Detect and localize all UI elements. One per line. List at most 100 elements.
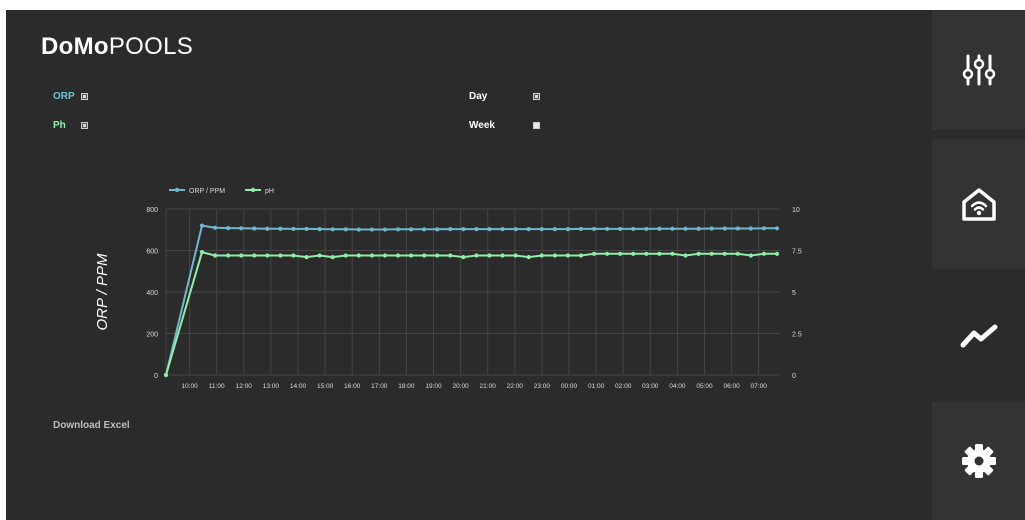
series-point-ph [722, 251, 727, 256]
sidebar-item-home[interactable] [932, 139, 1025, 269]
series-point-orp [330, 227, 335, 232]
x-tick-label: 05:00 [696, 383, 713, 390]
series-point-orp [199, 223, 205, 228]
download-excel-link[interactable]: Download Excel [53, 420, 130, 431]
series-point-orp [212, 225, 218, 230]
series-point-orp [408, 227, 414, 232]
series-point-orp [239, 226, 244, 231]
series-point-orp [591, 226, 597, 232]
series-point-ph [382, 253, 388, 258]
series-point-orp [252, 226, 257, 231]
y-left-tick-label: 800 [146, 207, 158, 214]
series-point-ph [212, 253, 218, 258]
x-tick-label: 13:00 [263, 383, 280, 390]
series-point-orp [422, 227, 427, 232]
series-line-orp [165, 224, 777, 376]
sidebar-item-controls[interactable] [932, 10, 1025, 130]
series-point-orp [343, 227, 348, 232]
legend-swatch-dot [174, 187, 180, 193]
series-point-ph [422, 253, 427, 258]
series-point-orp [657, 226, 662, 231]
series-point-orp [605, 226, 610, 232]
sliders-icon [962, 54, 995, 86]
series-point-ph [591, 251, 597, 256]
series-point-ph [461, 255, 466, 260]
ph-toggle[interactable]: Ph [53, 120, 88, 131]
series-point-ph [618, 251, 623, 256]
series-point-orp [278, 226, 283, 231]
brand-light: POOLS [108, 33, 194, 60]
series-point-orp [487, 227, 492, 232]
trend-line-icon [960, 324, 997, 347]
week-checkbox[interactable] [533, 122, 540, 129]
ph-checkbox[interactable] [81, 122, 88, 129]
series-point-orp [513, 227, 518, 232]
x-tick-label: 11:00 [209, 383, 225, 390]
y-right-tick-label: 7.5 [792, 249, 802, 256]
week-toggle[interactable]: Week [469, 120, 540, 131]
series-point-orp [565, 227, 571, 232]
series-point-orp [291, 226, 296, 232]
day-toggle[interactable]: Day [469, 91, 540, 102]
series-point-orp [774, 226, 780, 231]
series-point-orp [304, 226, 309, 232]
series-point-orp [526, 227, 531, 232]
sidebar-item-charts[interactable] [932, 269, 1025, 402]
series-point-orp [539, 227, 544, 232]
series-point-ph [565, 253, 571, 258]
series-point-ph [317, 253, 322, 258]
day-checkbox[interactable] [533, 93, 540, 100]
series-point-ph [474, 253, 479, 258]
y-left-tick-label: 0 [154, 373, 158, 380]
series-point-ph [252, 253, 257, 258]
series-point-ph [539, 253, 544, 258]
sidebar-item-settings[interactable] [932, 402, 1025, 520]
y-right-tick-label: 5 [792, 290, 796, 297]
x-tick-label: 00:00 [561, 383, 578, 390]
x-tick-label: 18:00 [398, 383, 415, 390]
series-point-ph [670, 251, 675, 256]
orp-toggle-label: ORP [53, 91, 75, 102]
x-tick-label: 22:00 [507, 383, 524, 390]
series-point-orp [500, 227, 505, 232]
series-point-ph [330, 255, 335, 260]
series-point-ph [735, 251, 740, 256]
brand-logo: DoMoPOOLS [41, 33, 193, 61]
series-point-ph [748, 253, 753, 258]
series-point-orp [670, 226, 675, 231]
series-point-orp [618, 226, 623, 232]
week-toggle-label: Week [469, 120, 495, 131]
orp-toggle[interactable]: ORP [53, 91, 88, 102]
series-point-ph [163, 372, 169, 378]
orp-checkbox[interactable] [81, 93, 88, 100]
series-point-orp [578, 226, 584, 232]
series-point-ph [448, 253, 453, 258]
y-left-tick-label: 200 [146, 332, 158, 339]
app-screen: DoMoPOOLS ORP Ph Day Week 0 200 400 600 800 0… [6, 10, 1025, 520]
x-tick-label: 02:00 [615, 383, 632, 390]
series-point-ph [435, 253, 440, 258]
series-point-ph [278, 253, 283, 258]
gear-icon [961, 444, 996, 478]
series-point-orp [435, 227, 440, 232]
y-right-tick-label: 2.5 [792, 332, 802, 339]
y-right-tick-label: 10 [792, 207, 800, 214]
series-point-orp [761, 226, 767, 231]
series-point-orp [356, 227, 361, 232]
series-point-orp [748, 226, 753, 231]
series-point-ph [239, 253, 244, 258]
x-tick-label: 21:00 [480, 383, 497, 390]
series-point-orp [395, 227, 401, 232]
series-point-orp [735, 226, 740, 231]
x-tick-label: 14:00 [290, 383, 307, 390]
orp-ph-line-chart: 0 200 400 600 800 0 2.5 5 7.5 10 10:00 11:00 12:00 13… [94, 187, 802, 390]
series-point-ph [408, 253, 414, 258]
x-tick-label: 16:00 [344, 383, 361, 390]
series-point-ph [605, 251, 610, 256]
series-point-orp [448, 227, 453, 232]
series-point-ph [500, 253, 505, 258]
x-tick-label: 07:00 [751, 383, 768, 390]
series-point-orp [709, 226, 714, 231]
series-point-ph [356, 253, 361, 258]
series-point-ph [526, 255, 531, 260]
